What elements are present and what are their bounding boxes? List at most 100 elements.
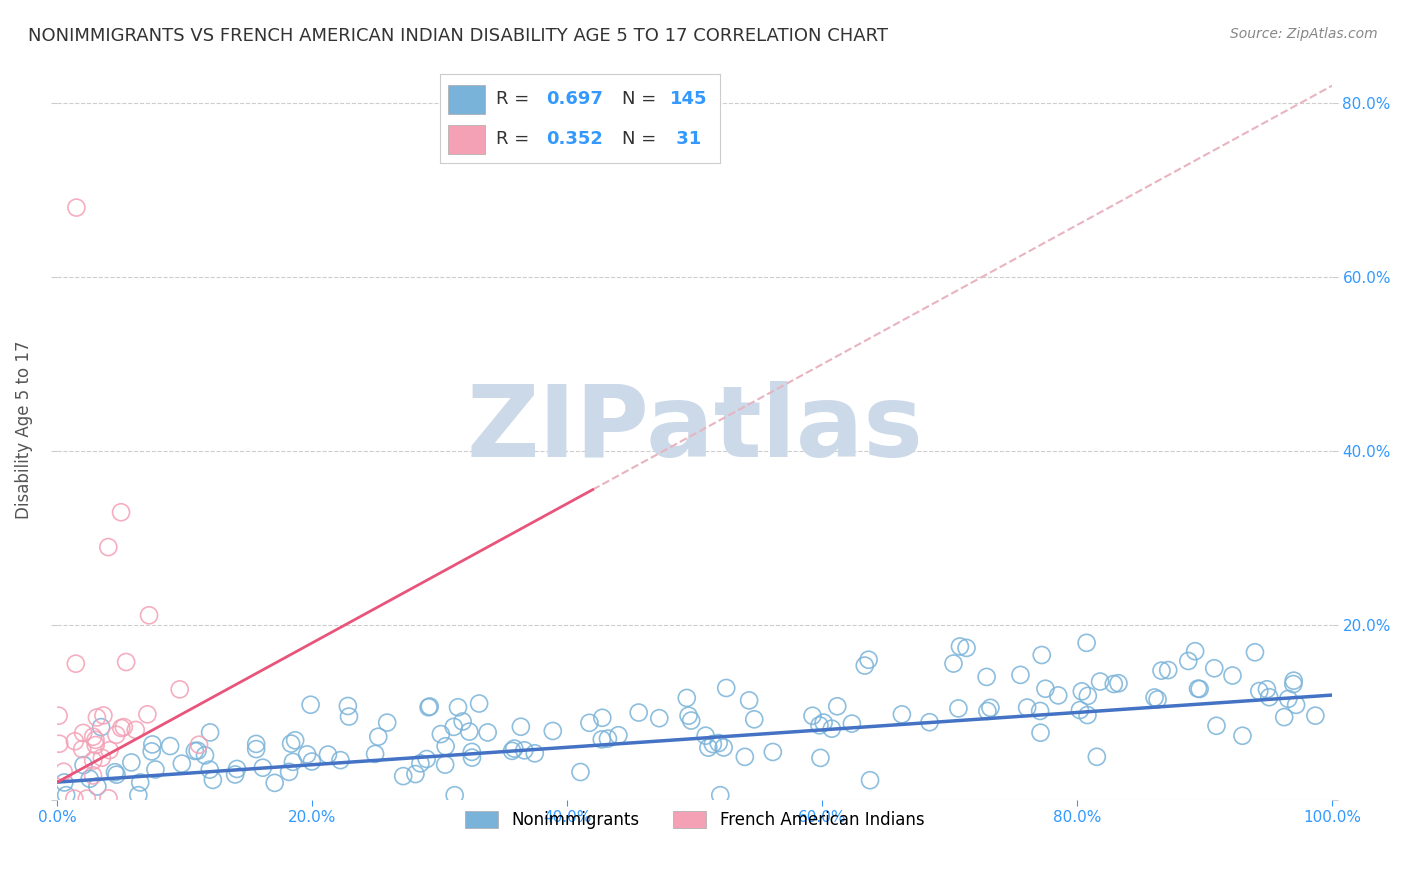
Point xyxy=(336,698,359,713)
Point xyxy=(1085,749,1108,764)
Point xyxy=(1188,681,1211,696)
Point xyxy=(194,748,217,763)
Point xyxy=(224,767,246,781)
Point xyxy=(86,780,108,794)
Point xyxy=(48,708,70,723)
Point xyxy=(65,657,87,671)
Point xyxy=(1177,654,1199,668)
Point xyxy=(434,739,457,754)
Point xyxy=(1108,676,1130,690)
Point xyxy=(976,670,998,684)
Point xyxy=(1143,690,1166,705)
Point xyxy=(392,769,415,783)
Point xyxy=(159,739,181,753)
Point xyxy=(709,788,731,802)
Point xyxy=(430,727,453,741)
Point xyxy=(1187,681,1209,696)
Point xyxy=(65,201,87,215)
Point xyxy=(681,714,703,728)
Point xyxy=(198,725,221,739)
Point xyxy=(1035,681,1057,696)
Point xyxy=(716,681,738,695)
Point xyxy=(84,738,107,752)
Point xyxy=(477,725,499,739)
Point xyxy=(1184,644,1206,658)
Point xyxy=(503,741,526,756)
Point xyxy=(949,640,972,654)
Point xyxy=(418,700,440,714)
Point xyxy=(198,763,221,777)
Point xyxy=(169,682,191,697)
Point xyxy=(948,701,970,715)
Point xyxy=(263,776,285,790)
Point xyxy=(734,750,756,764)
Point xyxy=(104,765,127,780)
Point xyxy=(1258,690,1281,705)
Point xyxy=(364,747,387,761)
Point xyxy=(808,718,831,732)
Point xyxy=(434,757,457,772)
Point xyxy=(678,708,700,723)
Point xyxy=(316,747,339,762)
Point xyxy=(97,540,120,554)
Point xyxy=(187,744,209,758)
Point xyxy=(697,740,720,755)
Point xyxy=(458,724,481,739)
Point xyxy=(170,756,193,771)
Point xyxy=(105,767,128,781)
Point xyxy=(284,733,307,747)
Point xyxy=(141,744,163,758)
Point xyxy=(976,704,998,718)
Point xyxy=(141,738,163,752)
Point xyxy=(84,732,107,747)
Point xyxy=(1088,674,1111,689)
Point xyxy=(55,788,77,802)
Point xyxy=(675,690,697,705)
Point xyxy=(76,791,98,805)
Point xyxy=(48,737,70,751)
Legend: Nonimmigrants, French American Indians: Nonimmigrants, French American Indians xyxy=(458,804,931,836)
Point xyxy=(827,699,849,714)
Point xyxy=(810,751,832,765)
Point xyxy=(1029,725,1052,739)
Point xyxy=(1305,708,1327,723)
Point xyxy=(184,744,207,758)
Point xyxy=(86,710,108,724)
Point xyxy=(813,715,835,730)
Text: NONIMMIGRANTS VS FRENCH AMERICAN INDIAN DISABILITY AGE 5 TO 17 CORRELATION CHART: NONIMMIGRANTS VS FRENCH AMERICAN INDIAN … xyxy=(28,27,889,45)
Point xyxy=(337,709,360,723)
Point xyxy=(501,744,523,758)
Point xyxy=(93,708,115,723)
Point xyxy=(1282,673,1305,688)
Point xyxy=(1010,668,1032,682)
Point xyxy=(443,788,465,802)
Point xyxy=(979,701,1001,715)
Point xyxy=(451,714,474,729)
Point xyxy=(145,763,167,777)
Point xyxy=(541,723,564,738)
Point xyxy=(1031,648,1053,662)
Point xyxy=(569,764,592,779)
Point xyxy=(252,761,274,775)
Point xyxy=(295,747,318,762)
Point xyxy=(375,715,398,730)
Point xyxy=(419,699,441,714)
Point xyxy=(129,775,152,789)
Point xyxy=(90,750,112,764)
Point xyxy=(801,708,824,723)
Point xyxy=(1017,700,1039,714)
Point xyxy=(1157,663,1180,677)
Point xyxy=(607,728,630,742)
Point xyxy=(79,772,101,786)
Point xyxy=(1076,708,1098,723)
Point xyxy=(1204,661,1226,675)
Point xyxy=(591,732,613,747)
Point xyxy=(858,653,880,667)
Point xyxy=(1077,689,1099,703)
Point xyxy=(1069,703,1091,717)
Point xyxy=(1272,710,1295,724)
Point xyxy=(1076,636,1098,650)
Point xyxy=(707,736,730,750)
Point xyxy=(138,608,160,623)
Point xyxy=(955,640,977,655)
